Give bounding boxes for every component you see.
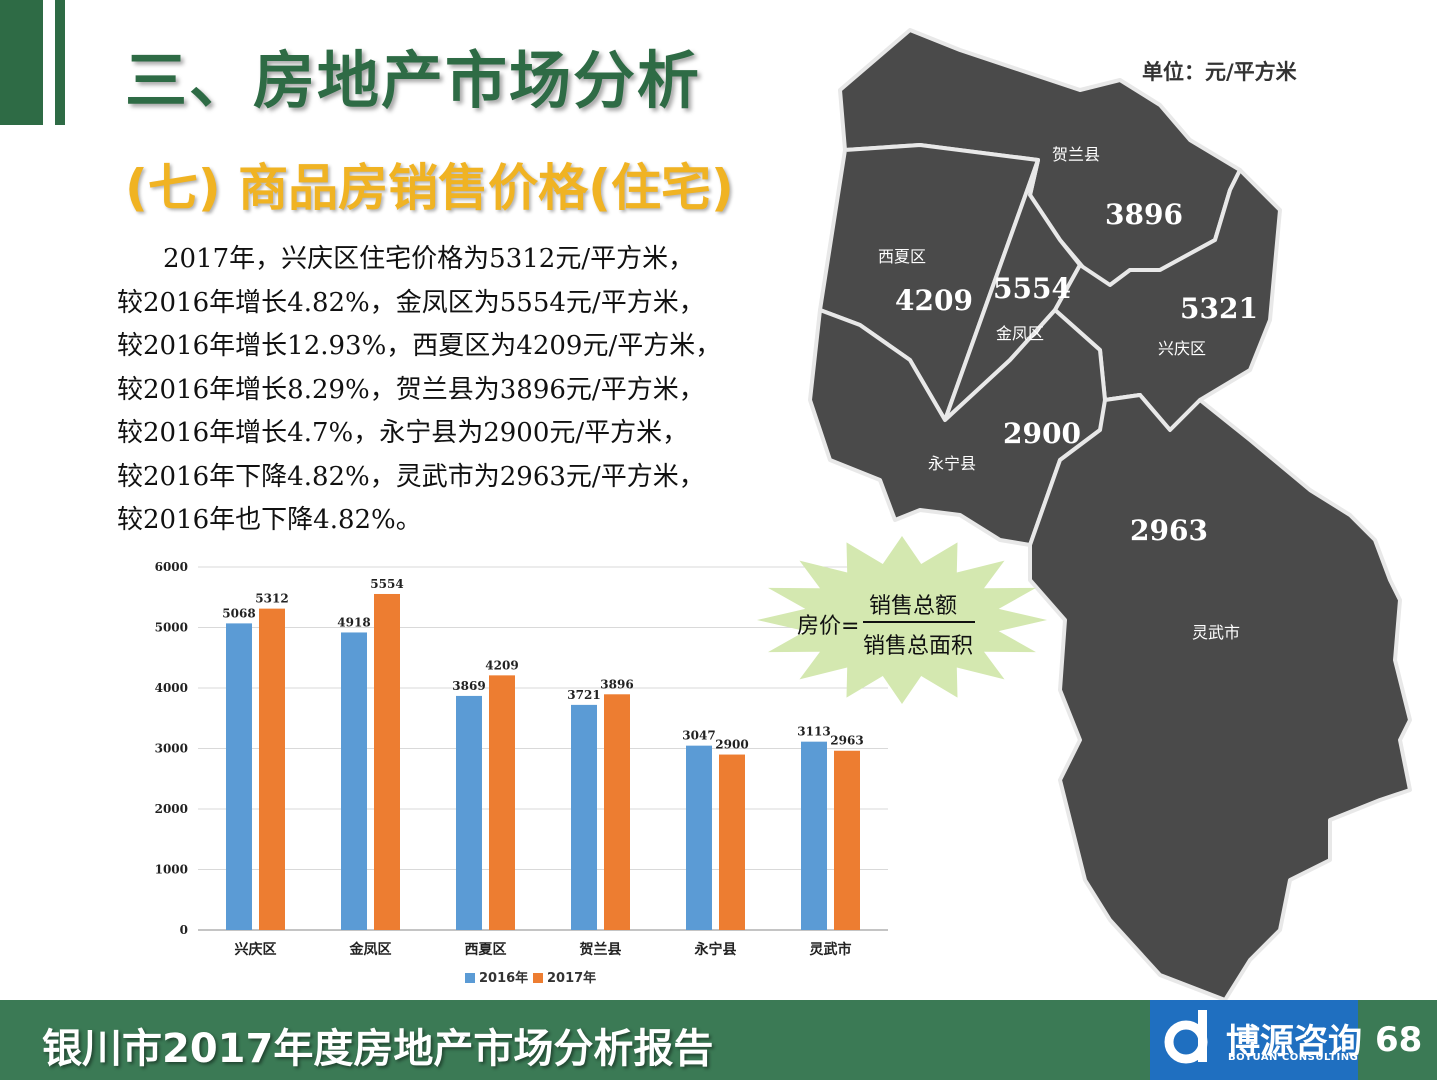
data-label: 5068 — [222, 606, 255, 620]
formula-numerator: 销售总额 — [869, 594, 958, 619]
formula-starburst — [757, 536, 1047, 704]
map-label-xingqing: 兴庆区 — [1158, 339, 1206, 358]
legend-label: 2016年 — [479, 970, 528, 986]
map-label-jinfeng: 金凤区 — [996, 324, 1044, 343]
paragraph-line: 2017年，兴庆区住宅价格为5312元/平方米， — [163, 244, 695, 274]
y-tick-label: 5000 — [155, 621, 188, 635]
map-value-xingqing: 5321 — [1180, 292, 1258, 325]
logo-mark-icon — [1164, 1010, 1208, 1064]
logo-text-en: BOYUAN CONSULTING — [1228, 1052, 1359, 1063]
formula-fraction-line — [863, 621, 975, 623]
x-tick-label: 金凤区 — [349, 941, 392, 958]
y-tick-label: 3000 — [155, 742, 188, 756]
legend-swatch — [533, 973, 543, 983]
paragraph-line: 较2016年增长4.82%，金凤区为5554元/平方米， — [117, 287, 705, 318]
bar-2017 — [489, 675, 515, 930]
x-tick-label: 兴庆区 — [235, 941, 277, 958]
header-accent-bar — [0, 0, 43, 125]
paragraph-line: 较2016年增长8.29%，贺兰县为3896元/平方米， — [117, 374, 705, 405]
bar-2016 — [226, 623, 252, 930]
formula-lhs: 房价= — [797, 614, 860, 639]
logo-text-cn: 博源咨询 — [1226, 1022, 1362, 1062]
region-lingwu — [1028, 393, 1412, 1000]
description-paragraph: 2017年，兴庆区住宅价格为5312元/平方米， 较2016年增长4.82%，金… — [117, 238, 767, 543]
paragraph-line: 较2016年也下降4.82%。 — [117, 505, 422, 535]
y-tick-label: 1000 — [155, 863, 188, 877]
data-label: 4209 — [485, 658, 518, 672]
data-label: 3721 — [567, 688, 600, 702]
data-label: 2963 — [830, 734, 863, 748]
paragraph-line: 较2016年下降4.82%，灵武市为2963元/平方米， — [117, 461, 705, 492]
formula-denominator: 销售总面积 — [863, 634, 974, 659]
bar-2016 — [801, 741, 827, 930]
data-label: 3869 — [452, 679, 485, 693]
bar-2017 — [834, 750, 860, 930]
data-label: 3047 — [682, 729, 715, 743]
legend-swatch — [465, 973, 475, 983]
map-value-lingwu: 2963 — [1130, 514, 1208, 547]
data-label: 5312 — [255, 592, 288, 606]
data-label: 2900 — [715, 738, 748, 752]
report-title: 银川市2017年度房地产市场分析报告 — [42, 1026, 714, 1072]
map-value-jinfeng: 5554 — [993, 272, 1071, 305]
bar-2016 — [571, 704, 597, 930]
y-tick-label: 6000 — [155, 560, 188, 574]
paragraph-line: 较2016年增长12.93%，西夏区为4209元/平方米， — [117, 331, 722, 361]
footer-bar: 银川市2017年度房地产市场分析报告 博源咨询 BOYUAN CONSULTIN… — [0, 1000, 1437, 1080]
data-label: 5554 — [370, 577, 403, 591]
x-tick-label: 西夏区 — [465, 941, 507, 958]
bar-2016 — [341, 632, 367, 930]
bar-2017 — [604, 694, 630, 930]
section-subtitle: (七) 商品房销售价格(住宅) — [125, 159, 734, 217]
map-value-yongning: 2900 — [1003, 417, 1081, 450]
x-tick-label: 贺兰县 — [579, 941, 622, 958]
x-tick-label: 永宁县 — [694, 941, 737, 958]
map-regions — [808, 28, 1412, 1000]
map-label-helan: 贺兰县 — [1052, 145, 1100, 164]
header-accent-bar-thin — [55, 0, 65, 125]
data-label: 4918 — [337, 615, 370, 629]
starburst-shape — [757, 536, 1047, 704]
bar-2016 — [456, 695, 482, 930]
map-value-xixia: 4209 — [895, 284, 973, 317]
x-tick-label: 灵武市 — [810, 941, 852, 958]
map-value-helan: 3896 — [1105, 198, 1183, 231]
bar-2017 — [259, 608, 285, 930]
data-label: 3113 — [797, 725, 830, 739]
bar-2017 — [719, 754, 745, 930]
map-labels: 贺兰县 3896 西夏区 4209 金凤区 5554 兴庆区 5321 永宁县 … — [878, 145, 1258, 642]
district-price-map: 贺兰县 3896 西夏区 4209 金凤区 5554 兴庆区 5321 永宁县 … — [808, 28, 1412, 1000]
bar-2017 — [374, 593, 400, 930]
map-label-xixia: 西夏区 — [878, 247, 926, 266]
legend-label: 2017年 — [547, 970, 596, 986]
page-title: 三、房地产市场分析 — [125, 44, 702, 117]
company-logo: 博源咨询 BOYUAN CONSULTING — [1150, 1000, 1362, 1080]
y-tick-label: 2000 — [155, 802, 188, 816]
map-label-lingwu: 灵武市 — [1192, 623, 1240, 642]
paragraph-line: 较2016年增长4.7%，永宁县为2900元/平方米， — [117, 418, 689, 448]
bar-2016 — [686, 745, 712, 930]
data-label: 3896 — [600, 677, 633, 691]
y-tick-label: 0 — [180, 923, 188, 937]
page-number: 68 — [1375, 1020, 1423, 1060]
unit-label: 单位：元/平方米 — [1142, 60, 1297, 84]
y-tick-label: 4000 — [155, 681, 188, 695]
map-label-yongning: 永宁县 — [928, 454, 976, 473]
